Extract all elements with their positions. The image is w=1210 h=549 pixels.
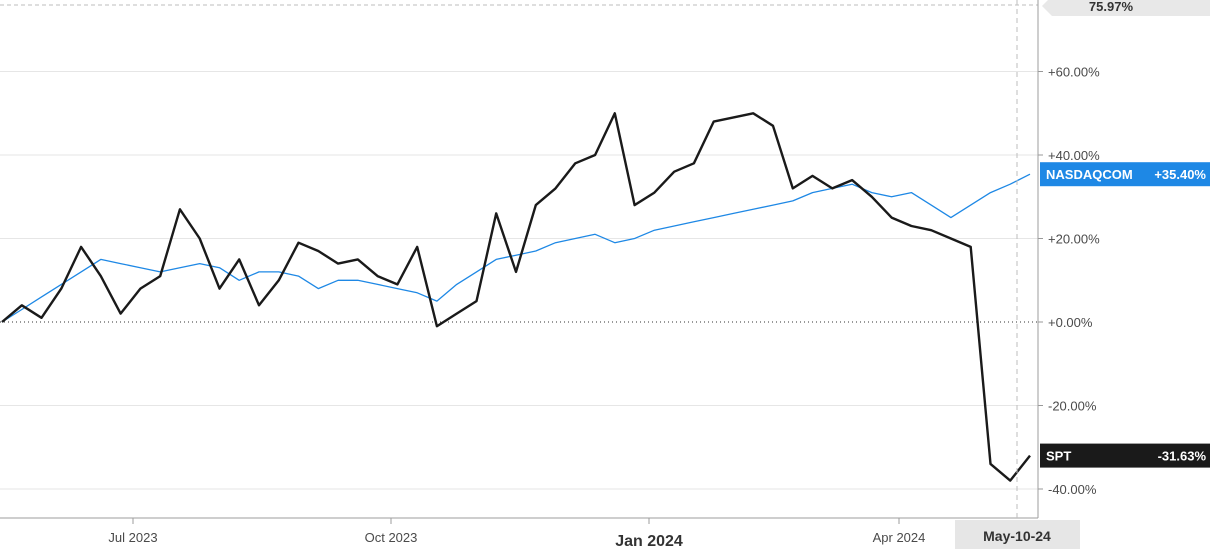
max-marker-value: 75.97% — [1089, 0, 1134, 14]
badge-series-name: NASDAQCOM — [1046, 167, 1133, 182]
series-lines — [1, 112, 1031, 482]
crosshair-date-badge: May-10-24 — [955, 520, 1080, 549]
crosshair-date-background — [955, 520, 1080, 549]
y-tick-label: -40.00% — [1048, 482, 1097, 497]
y-tick-label: +20.00% — [1048, 232, 1100, 247]
badge-nasdaqcom: NASDAQCOM +35.40% — [1040, 162, 1210, 187]
badge-series-value: +35.40% — [1154, 167, 1206, 182]
crosshair-date-label: May-10-24 — [983, 528, 1051, 544]
y-tick-label: +40.00% — [1048, 148, 1100, 163]
y-axis: +60.00% +40.00% +20.00% +0.00% -20.00% -40.00… — [1037, 0, 1100, 518]
badge-background — [1040, 162, 1210, 187]
x-tick-label: Jan 2024 — [615, 533, 683, 549]
y-tick-label: -20.00% — [1048, 399, 1097, 414]
y-tick-label: +60.00% — [1048, 65, 1100, 80]
badge-background — [1040, 443, 1210, 468]
badge-series-value: -31.63% — [1158, 449, 1207, 464]
max-marker-background — [1042, 0, 1210, 16]
grid-lines — [0, 4, 1038, 490]
x-tick-label: Apr 2024 — [873, 530, 926, 545]
series-badges: SPT -31.63% NASDAQCOM +35.40% 75.97% May-10-2… — [955, 0, 1210, 549]
x-tick-label: Jul 2023 — [108, 530, 157, 545]
x-tick-label: Oct 2023 — [365, 530, 418, 545]
max-marker-badge: 75.97% — [1042, 0, 1210, 16]
series-line-spt — [1, 112, 1031, 482]
badge-series-name: SPT — [1046, 449, 1071, 464]
y-tick-label: +0.00% — [1048, 315, 1093, 330]
x-axis: Jul 2023 Oct 2023 Jan 2024 Apr 2024 — [0, 517, 1038, 549]
series-line-nasdaqcom — [1, 173, 1031, 323]
badge-spt: SPT -31.63% — [1040, 443, 1210, 468]
